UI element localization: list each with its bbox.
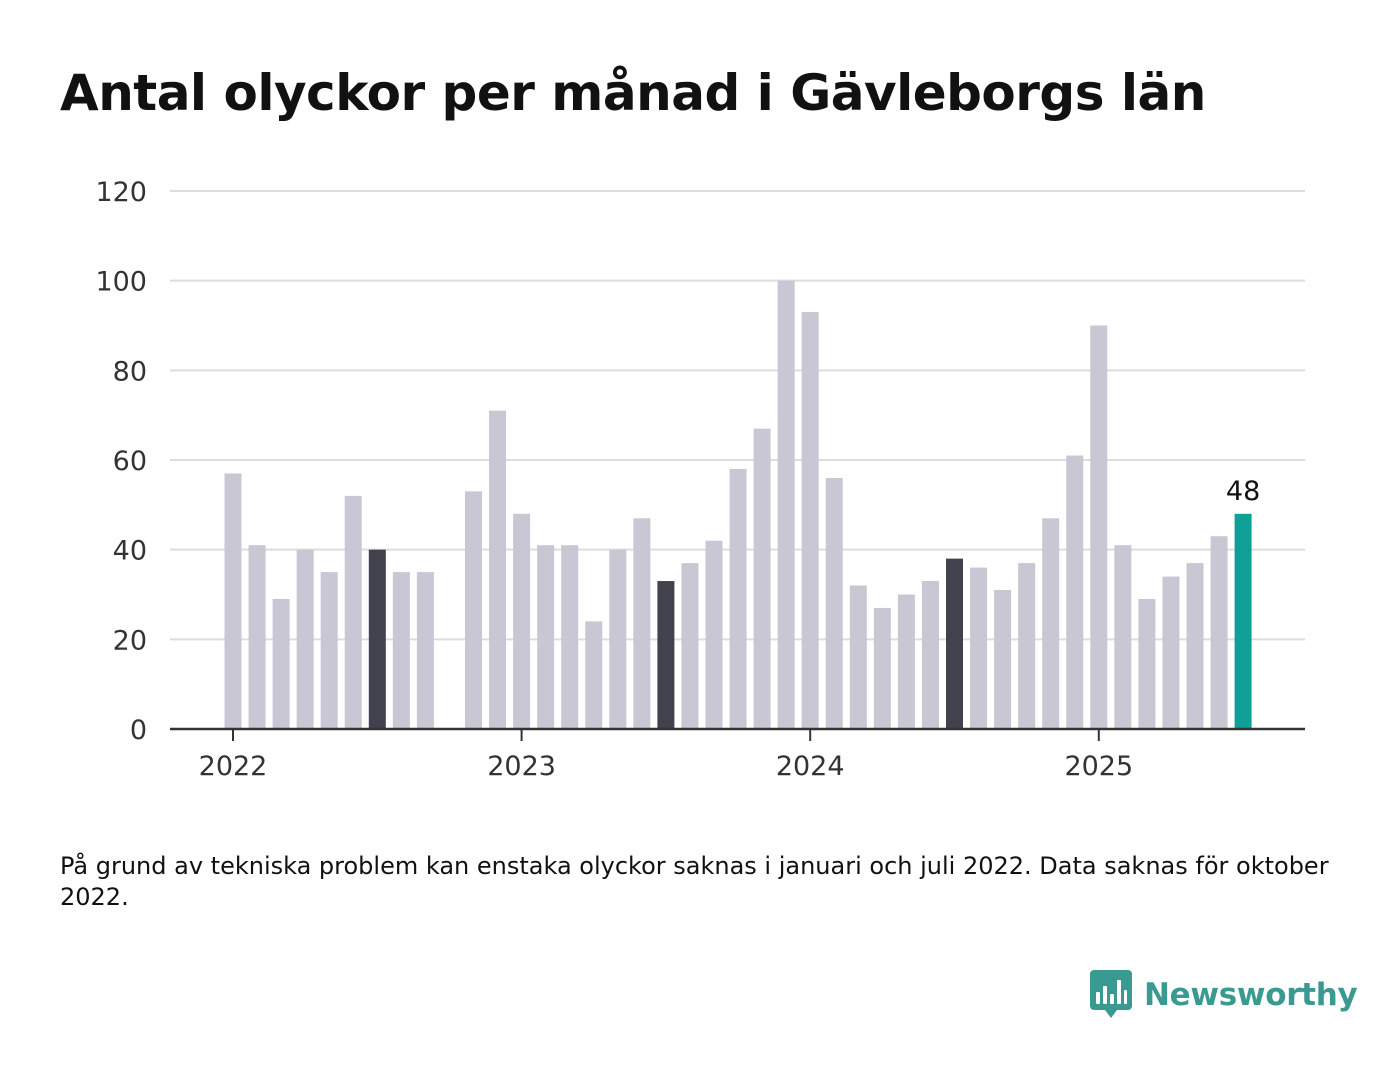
bar-2023-07 bbox=[657, 581, 675, 729]
chart-title: Antal olyckor per månad i Gävleborgs län bbox=[60, 64, 1206, 122]
bar-2023-06 bbox=[633, 518, 651, 729]
bar-2024-01 bbox=[801, 312, 819, 729]
bar-2022-03 bbox=[272, 598, 290, 729]
y-tick-label-0: 0 bbox=[130, 715, 147, 746]
bar-2022-12 bbox=[489, 410, 507, 729]
bar-2022-01 bbox=[224, 473, 242, 729]
bar-2024-02 bbox=[825, 477, 843, 729]
y-tick-label-120: 120 bbox=[95, 177, 147, 208]
bar-2025-05 bbox=[1186, 563, 1204, 729]
bar-2023-01 bbox=[513, 513, 531, 729]
y-tick-label-60: 60 bbox=[113, 446, 147, 477]
y-tick-label-40: 40 bbox=[113, 536, 147, 567]
chart-footnote: På grund av tekniska problem kan enstaka… bbox=[60, 852, 1329, 911]
bar-2023-11 bbox=[753, 428, 771, 729]
bar-2023-12 bbox=[777, 280, 795, 729]
bar-2024-04 bbox=[873, 607, 891, 729]
y-tick-label-20: 20 bbox=[113, 625, 147, 656]
bar-2022-09 bbox=[416, 572, 434, 729]
bar-2024-08 bbox=[970, 567, 988, 729]
bar-2025-03 bbox=[1138, 598, 1156, 729]
bar-2022-08 bbox=[392, 572, 410, 729]
bar-2022-06 bbox=[344, 495, 362, 729]
bar-2023-09 bbox=[705, 540, 723, 729]
bar-2023-10 bbox=[729, 468, 747, 729]
x-tick-label-2022: 2022 bbox=[199, 751, 268, 782]
bar-2024-10 bbox=[1018, 563, 1036, 729]
bar-2023-08 bbox=[681, 563, 699, 729]
bar-2025-04 bbox=[1162, 576, 1180, 729]
bar-2024-07 bbox=[946, 558, 963, 729]
bar-2023-05 bbox=[609, 549, 627, 729]
newsworthy-logo[interactable]: Newsworthy bbox=[1090, 970, 1358, 1020]
bar-2025-07 bbox=[1234, 513, 1252, 729]
bars bbox=[224, 280, 1252, 729]
bar-2025-02 bbox=[1114, 545, 1132, 729]
bar-2024-11 bbox=[1042, 518, 1060, 729]
bar-2024-06 bbox=[921, 581, 939, 729]
bar-2024-09 bbox=[994, 590, 1012, 729]
bar-2022-02 bbox=[248, 545, 266, 729]
data-labels: 48 bbox=[1226, 476, 1260, 507]
bar-2022-11 bbox=[465, 491, 482, 729]
bar-2023-03 bbox=[561, 545, 579, 729]
bar-2024-03 bbox=[849, 585, 867, 729]
x-axis-ticks: 2022 2023 2024 2025 bbox=[199, 729, 1133, 782]
y-tick-label-80: 80 bbox=[113, 356, 147, 387]
x-tick-label-2023: 2023 bbox=[487, 751, 556, 782]
bar-2025-01 bbox=[1090, 325, 1108, 729]
x-tick-label-2025: 2025 bbox=[1064, 751, 1133, 782]
brand-name: Newsworthy bbox=[1144, 977, 1358, 1013]
newsworthy-logo-icon bbox=[1090, 970, 1132, 1018]
bar-2022-05 bbox=[320, 572, 338, 729]
bar-2024-05 bbox=[897, 594, 915, 729]
bar-2024-12 bbox=[1066, 455, 1084, 729]
latest-value-label: 48 bbox=[1226, 476, 1260, 507]
bar-2023-02 bbox=[537, 545, 555, 729]
bar-2025-06 bbox=[1210, 536, 1228, 729]
y-tick-label-100: 100 bbox=[95, 267, 147, 298]
bar-2022-07 bbox=[368, 549, 386, 729]
x-tick-label-2024: 2024 bbox=[776, 751, 845, 782]
y-axis-tick-labels: 0 20 40 60 80 100 120 bbox=[95, 177, 147, 746]
bar-2022-04 bbox=[296, 549, 314, 729]
bar-2023-04 bbox=[585, 621, 603, 729]
